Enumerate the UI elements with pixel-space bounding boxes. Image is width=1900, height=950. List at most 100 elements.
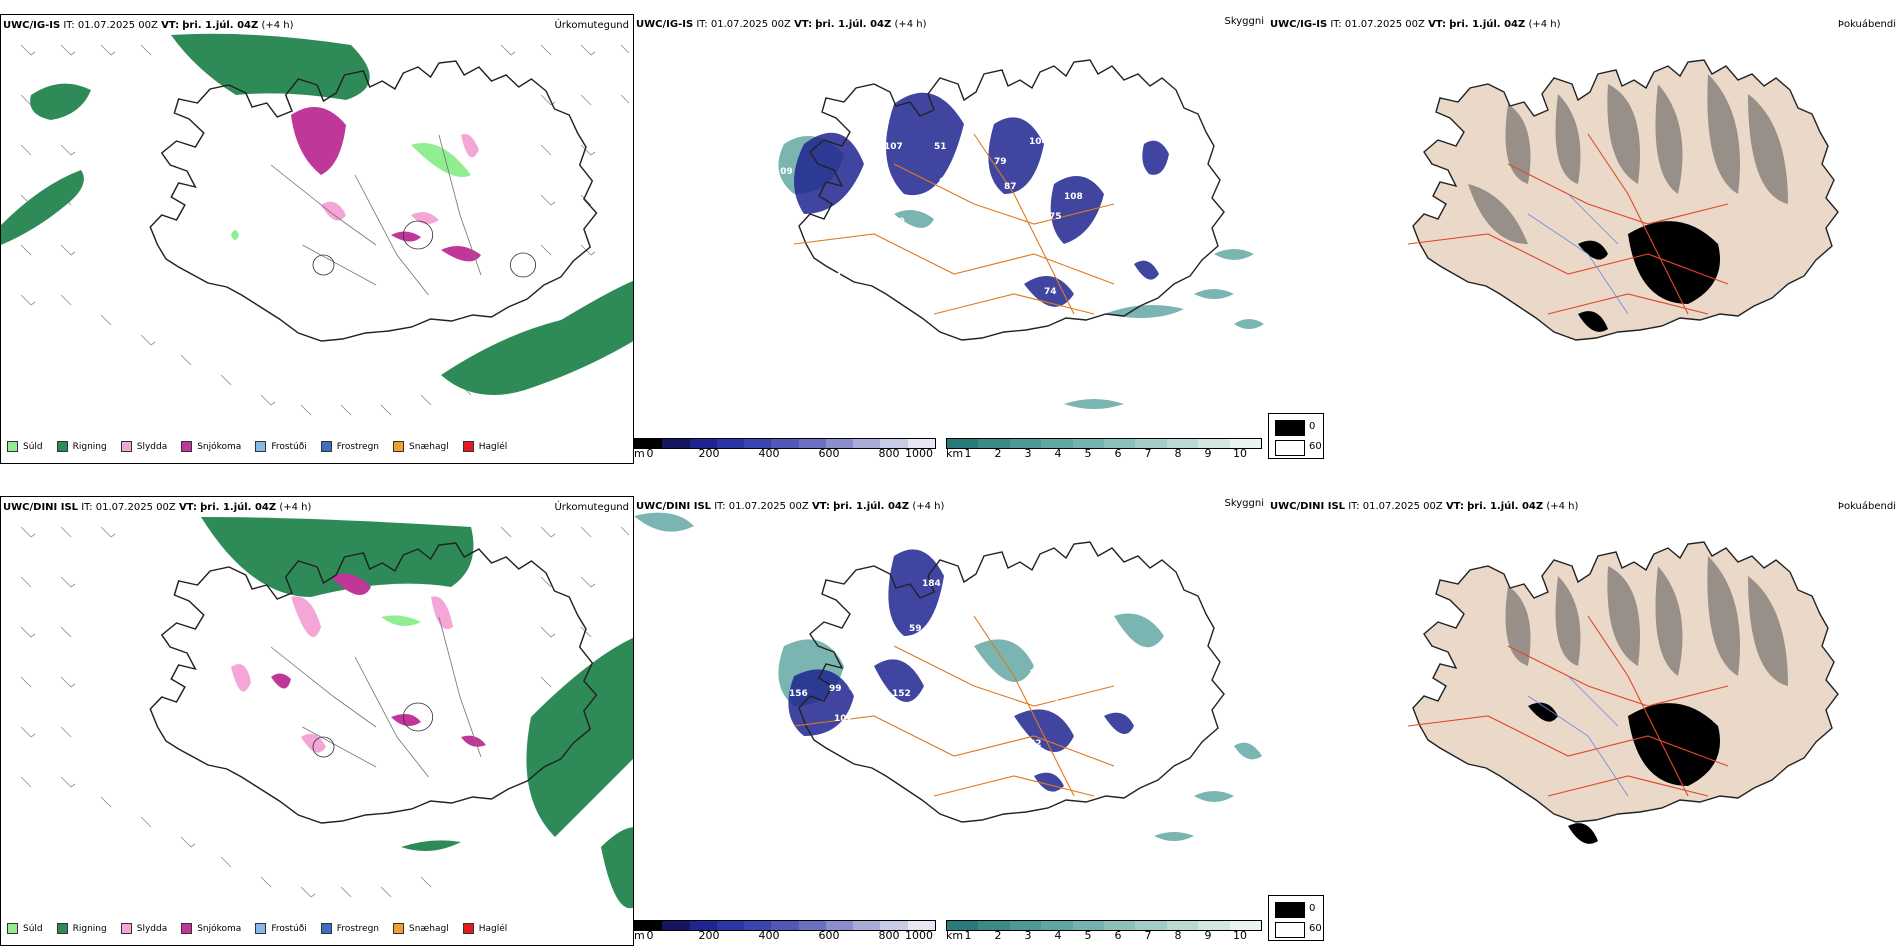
legend-swatch bbox=[255, 923, 267, 934]
precip-type-map-top bbox=[1, 33, 633, 416]
precip-type-panel-top: UWC/IG-IS IT: 01.07.2025 00Z VT: þri. 1.… bbox=[0, 14, 634, 464]
panel-title: Úrkomutegund bbox=[554, 502, 629, 513]
cloud-labels: 107 51 88 79 104 109 86 60 71 87 98 28 1… bbox=[744, 137, 1127, 297]
legend-item: Snæhagl bbox=[393, 923, 449, 934]
colorbar-tick: 7 bbox=[1144, 447, 1152, 460]
legend-swatch bbox=[462, 923, 474, 934]
fog-map-top bbox=[1407, 59, 1839, 341]
fog-legend-label: 0 bbox=[1309, 903, 1316, 914]
colorbar-tick: 8 bbox=[1174, 929, 1182, 942]
value-label: 126 bbox=[774, 287, 793, 297]
value-label: 151 bbox=[839, 227, 858, 237]
value-label: 85 bbox=[1122, 744, 1135, 754]
panel-header: UWC/DINI ISL IT: 01.07.2025 00Z VT: þri.… bbox=[1270, 501, 1579, 512]
colorbar-tick: 400 bbox=[758, 929, 780, 942]
value-label: 86 bbox=[954, 237, 967, 247]
fog-legend-swatch bbox=[1275, 922, 1305, 938]
drizzle-areas bbox=[381, 615, 421, 626]
colorbar-bar bbox=[946, 438, 1262, 449]
colorbar-tick: 1000 bbox=[905, 929, 933, 942]
colorbar-tick: 400 bbox=[758, 447, 780, 460]
value-label: 84 bbox=[1046, 694, 1059, 704]
value-label: 82 bbox=[1029, 739, 1042, 749]
value-label: 88 bbox=[964, 137, 977, 147]
colorbar-tick: 200 bbox=[698, 447, 720, 460]
legend-item: Frostúði bbox=[255, 923, 307, 934]
colorbar-bar bbox=[946, 920, 1262, 931]
colorbar-tick: 1 bbox=[964, 447, 972, 460]
colorbar-unit: km bbox=[946, 447, 964, 460]
snow-areas bbox=[291, 107, 481, 262]
value-label: 51 bbox=[934, 142, 947, 152]
colorbar-tick: 9 bbox=[1204, 447, 1212, 460]
value-label: 99 bbox=[829, 684, 842, 694]
cloud-map-top: 107 51 88 79 104 109 86 60 71 87 98 28 1… bbox=[744, 59, 1264, 409]
value-label: 59 bbox=[909, 624, 922, 634]
value-label: 86 bbox=[854, 187, 867, 197]
colorbar-tick: 4 bbox=[1054, 447, 1062, 460]
fog-shading bbox=[1505, 556, 1788, 686]
value-label: 108 bbox=[1064, 192, 1083, 202]
cloud-base-areas bbox=[794, 92, 1169, 307]
value-label: 87 bbox=[1004, 182, 1017, 192]
value-label: 98 bbox=[1089, 137, 1102, 147]
legend-swatch bbox=[181, 923, 193, 934]
legend-swatch bbox=[7, 923, 18, 934]
colorbar-tick: 800 bbox=[878, 447, 900, 460]
value-label: 110 bbox=[886, 217, 905, 227]
legend-item: Snjókoma bbox=[181, 441, 241, 452]
colorbar-tick: 6 bbox=[1114, 447, 1122, 460]
value-label: 156 bbox=[789, 689, 808, 699]
value-label: 107 bbox=[884, 142, 903, 152]
panel-title: Þokuábendi bbox=[1837, 501, 1896, 512]
value-label: 79 bbox=[994, 157, 1007, 167]
fog-legend: 0 60 bbox=[1268, 895, 1324, 941]
value-label: 77 bbox=[1114, 265, 1127, 275]
colorbar-tick: 800 bbox=[878, 929, 900, 942]
colorbar-tick: 2 bbox=[994, 929, 1002, 942]
colorbar-tick: 7 bbox=[1144, 929, 1152, 942]
value-label: 45 bbox=[874, 654, 887, 664]
value-label: 72 bbox=[879, 734, 892, 744]
panel-title: Þokuábendi bbox=[1837, 19, 1896, 30]
fog-panel-bottom: UWC/DINI ISL IT: 01.07.2025 00Z VT: þri.… bbox=[1268, 496, 1900, 946]
panel-title: Skyggni bbox=[1224, 498, 1264, 509]
value-label: 152 bbox=[892, 689, 911, 699]
legend-item: Rigning bbox=[56, 441, 107, 452]
visibility-colorbar: km 1 2 3 4 5 6 7 8 9 10 bbox=[946, 438, 1264, 464]
visibility-colorbar: km 1 2 3 4 5 6 7 8 9 10 bbox=[946, 920, 1264, 946]
colorbar-bar bbox=[634, 438, 936, 449]
iceland-coastline bbox=[149, 542, 598, 824]
legend-swatch bbox=[56, 923, 68, 934]
fog-dense bbox=[1578, 221, 1720, 332]
value-label: 74 bbox=[1044, 287, 1057, 297]
panel-header: UWC/IG-IS IT: 01.07.2025 00Z VT: þri. 1.… bbox=[3, 20, 294, 31]
sleet-areas bbox=[321, 134, 479, 224]
legend-item: Slydda bbox=[120, 441, 167, 452]
colorbar-tick: 5 bbox=[1084, 447, 1092, 460]
value-label: 78 bbox=[861, 247, 874, 257]
colorbar-tick: 0 bbox=[646, 447, 654, 460]
legend-item: Snjókoma bbox=[181, 923, 241, 934]
value-label: 68 bbox=[1024, 257, 1037, 267]
cloud-base-colorbar: m 0 200 400 600 800 1000 bbox=[634, 438, 944, 464]
colorbar-tick: 600 bbox=[818, 929, 840, 942]
colorbar-unit: km bbox=[946, 929, 964, 942]
colorbar-unit: m bbox=[634, 447, 645, 460]
value-label: 155 bbox=[744, 217, 763, 227]
legend-item: Frostregn bbox=[320, 441, 379, 452]
legend-item: Súld bbox=[7, 441, 43, 452]
colorbar-tick: 1000 bbox=[905, 447, 933, 460]
colorbar-tick: 200 bbox=[698, 929, 720, 942]
legend-item: Rigning bbox=[56, 923, 107, 934]
fog-shading bbox=[1468, 74, 1788, 244]
colorbar-tick: 3 bbox=[1024, 929, 1032, 942]
legend-swatch bbox=[181, 441, 193, 452]
legend-swatch bbox=[462, 441, 474, 452]
colorbar-tick: 2 bbox=[994, 447, 1002, 460]
value-label: 121 bbox=[1029, 669, 1048, 679]
iceland-coastline bbox=[793, 59, 1225, 341]
legend-item: Frostregn bbox=[320, 923, 379, 934]
precip-type-map-bottom bbox=[20, 517, 633, 909]
fog-dense bbox=[1528, 702, 1720, 844]
